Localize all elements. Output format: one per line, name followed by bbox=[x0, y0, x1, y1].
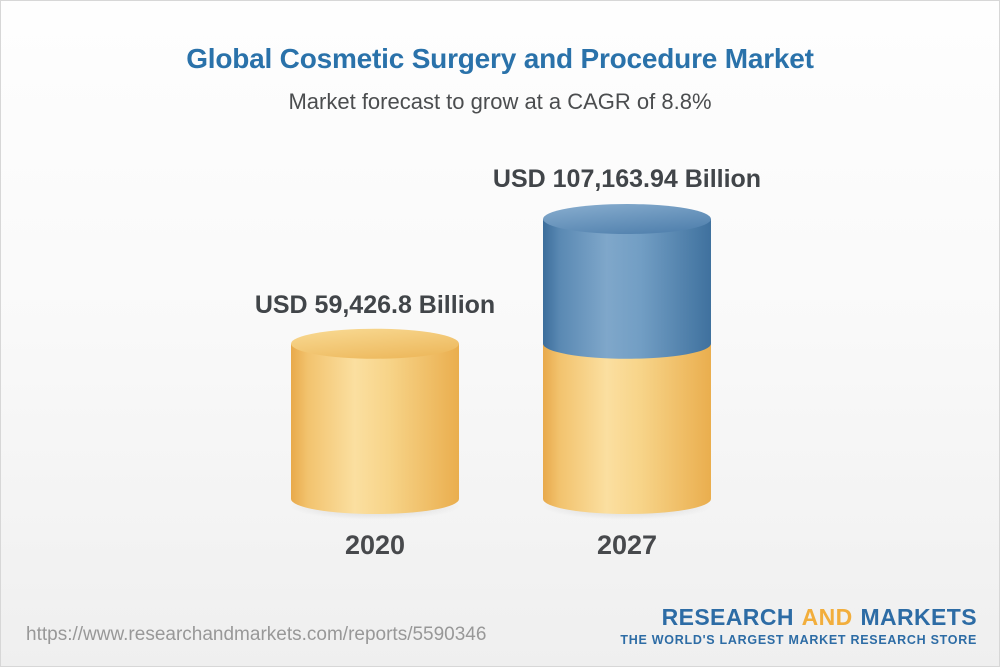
subtitle: Market forecast to grow at a CAGR of 8.8… bbox=[288, 89, 712, 114]
value-label-2020: USD 59,426.8 Billion bbox=[254, 291, 496, 319]
report-url: https://www.researchandmarkets.com/repor… bbox=[26, 624, 487, 645]
cylinder-2020-top-face bbox=[291, 328, 459, 359]
logo-word-research: RESEARCH bbox=[661, 604, 794, 630]
cylinder-2027-segment-gold bbox=[543, 343, 711, 514]
logo-word-and: AND bbox=[801, 604, 853, 630]
category-label-2027: 2027 bbox=[596, 530, 658, 560]
cylinder-2027-segment-blue bbox=[543, 219, 711, 359]
logo-wordmark: RESEARCH AND MARKETS bbox=[620, 606, 977, 629]
logo-word-markets: MARKETS bbox=[860, 604, 977, 630]
value-label-2027: USD 107,163.94 Billion bbox=[492, 165, 762, 193]
cylinder-2027-top-face bbox=[543, 204, 711, 234]
page-title: Global Cosmetic Surgery and Procedure Ma… bbox=[186, 43, 814, 74]
category-label-2020: 2020 bbox=[344, 530, 406, 560]
research-and-markets-logo: RESEARCH AND MARKETS THE WORLD'S LARGEST… bbox=[620, 606, 977, 647]
cylinder-2020-segment-gold bbox=[291, 343, 459, 514]
logo-tagline: THE WORLD'S LARGEST MARKET RESEARCH STOR… bbox=[620, 633, 977, 647]
